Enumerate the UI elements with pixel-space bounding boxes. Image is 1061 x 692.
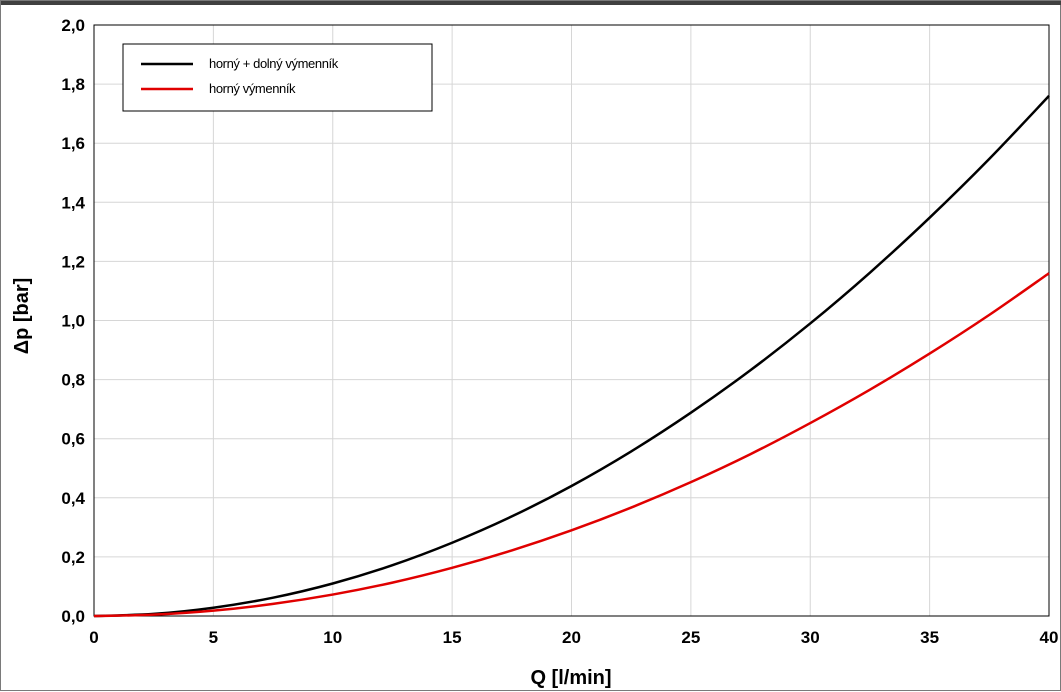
y-tick-label: 1,4: [61, 193, 85, 212]
y-tick-label: 1,8: [61, 75, 85, 94]
legend-label-0: horný + dolný výmenník: [209, 56, 339, 71]
series-line-0: [93, 95, 1050, 618]
y-tick-label: 0,8: [61, 371, 85, 390]
legend-box: [122, 43, 433, 112]
x-tick-label: 25: [681, 628, 700, 647]
x-tick-label: 40: [1040, 628, 1059, 647]
x-tick-label: 20: [562, 628, 581, 647]
x-tick-label: 15: [443, 628, 462, 647]
y-tick-label: 1,6: [61, 134, 85, 153]
x-axis-label: Q [l/min]: [530, 667, 611, 689]
window-top-bar: [1, 1, 1061, 5]
y-axis-label: Δp [bar]: [11, 278, 33, 355]
legend: horný + dolný výmenník horný výmenník: [122, 43, 433, 112]
series-line-1: [93, 272, 1050, 618]
legend-label-1: horný výmenník: [209, 81, 296, 96]
y-tick-labels: 0,0 0,2 0,4 0,6 0,8 1,0 1,2 1,4 1,6 1,8 2,0: [61, 16, 85, 626]
y-tick-label: 1,2: [61, 252, 85, 271]
grid-lines: [93, 24, 1050, 617]
x-tick-label: 5: [209, 628, 218, 647]
x-tick-label: 10: [323, 628, 342, 647]
y-tick-label: 0,2: [61, 548, 85, 567]
y-tick-label: 2,0: [61, 16, 85, 35]
plot-area-border: [93, 24, 1050, 617]
series-layer: [93, 95, 1050, 618]
x-tick-label: 30: [801, 628, 820, 647]
y-tick-label: 0,4: [61, 489, 85, 508]
y-tick-label: 0,6: [61, 430, 85, 449]
x-tick-labels: 0 5 10 15 20 25 30 35 40: [89, 628, 1058, 647]
y-tick-label: 1,0: [61, 312, 85, 331]
y-tick-label: 0,0: [61, 607, 85, 626]
x-tick-label: 35: [920, 628, 939, 647]
x-tick-label: 0: [89, 628, 98, 647]
